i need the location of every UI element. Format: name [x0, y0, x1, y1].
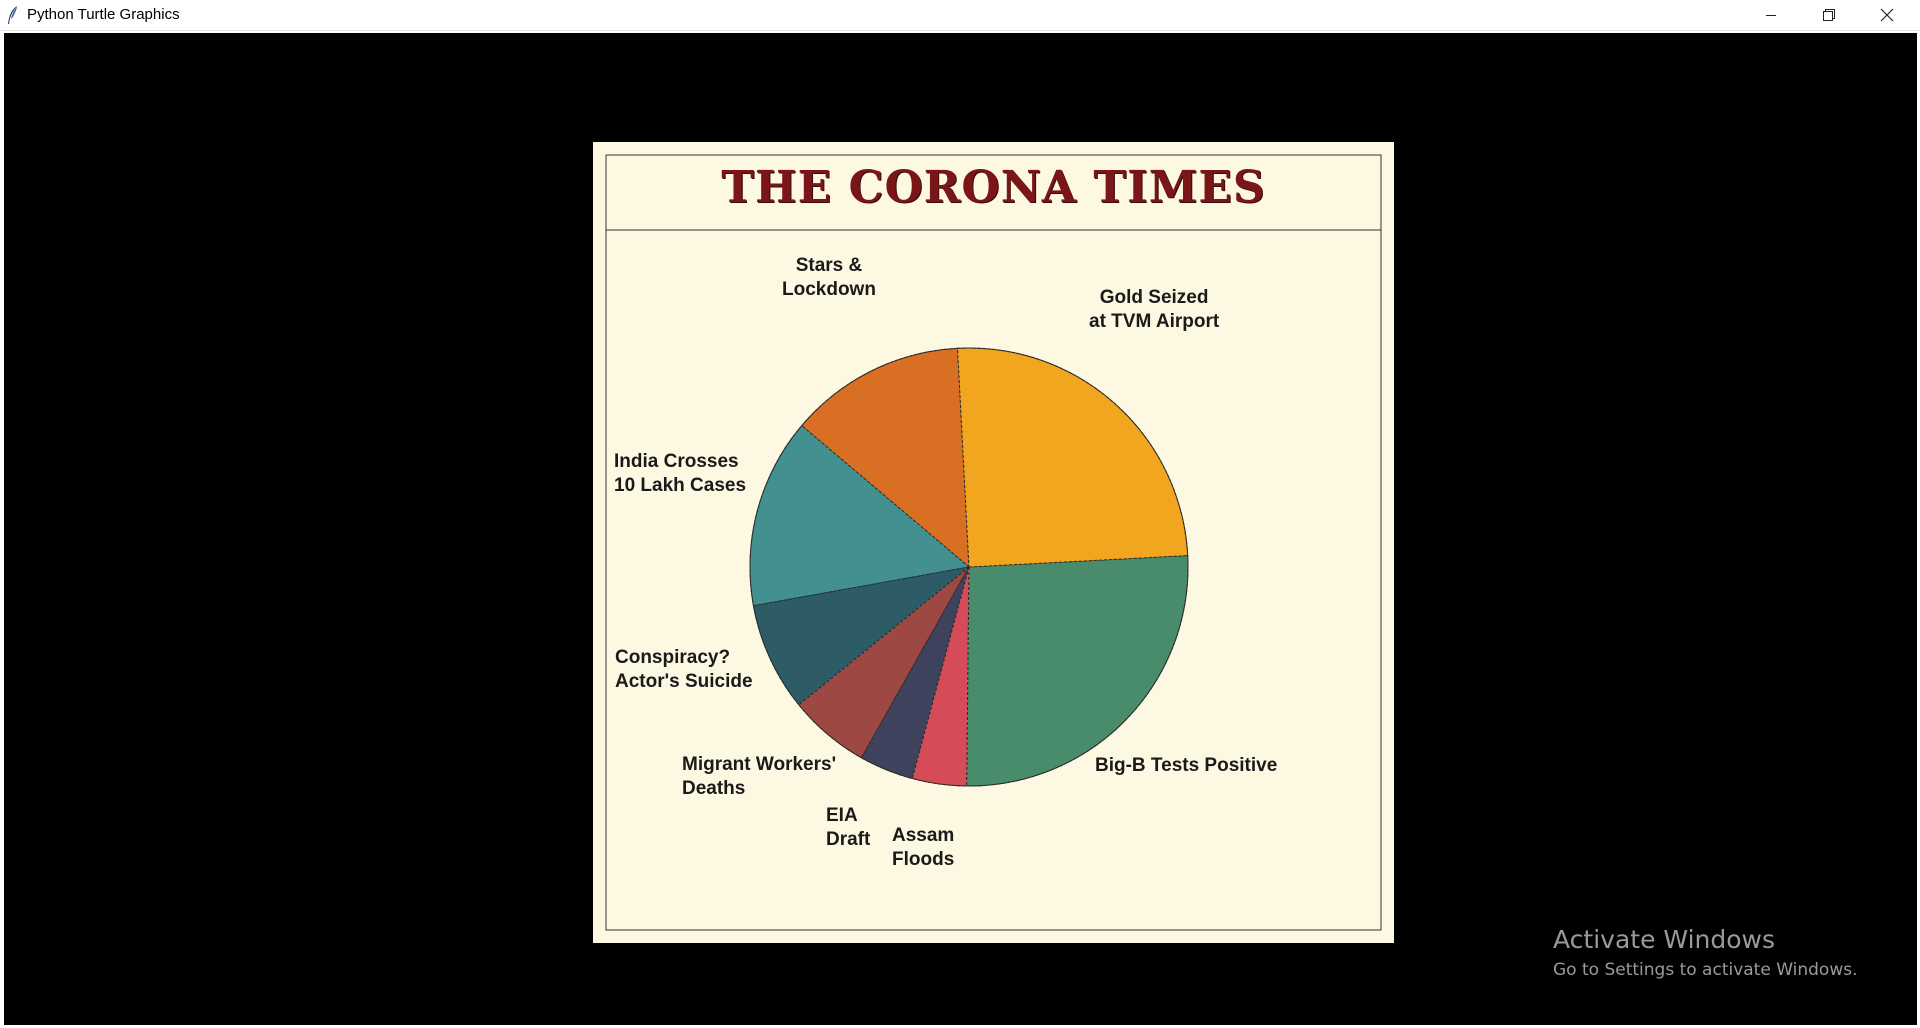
pie-label-line: Conspiracy? [615, 647, 731, 668]
newspaper-page: THE CORONA TIMES Stars & Lockdown India Cr… [593, 142, 1394, 943]
pie-label-line: Lockdown [782, 279, 876, 300]
pie-label-line: 10 Lakh Cases [614, 475, 747, 496]
pie-outline [749, 347, 1189, 787]
pie-label-3: Conspiracy? Actor's Suicide [615, 646, 753, 694]
pie-label-line: Assam [892, 825, 955, 846]
pie-label-line: EIA [826, 805, 858, 826]
close-button[interactable] [1858, 0, 1916, 30]
pie-label-5: EIA Draft [826, 804, 870, 852]
pie-label-7: Big-B Tests Positive [1095, 754, 1277, 778]
pie-label-line: Big-B Tests Positive [1095, 755, 1278, 776]
newspaper-frame [605, 154, 1382, 931]
pie-label-line: at TVM Airport [1089, 311, 1220, 332]
pie-label-line: Actor's Suicide [615, 671, 753, 692]
pie-slice-8 [957, 347, 1189, 568]
masthead-title: THE CORONA TIMES [721, 162, 1266, 213]
pie-label-6: Assam Floods [892, 824, 954, 872]
pie-label-line: India Crosses [614, 451, 739, 472]
activate-windows-watermark: Activate Windows Go to Settings to activ… [1553, 925, 1858, 980]
pie-label-line: Draft [826, 829, 871, 850]
minimize-button[interactable] [1742, 0, 1800, 30]
pie-label-1: Stars & Lockdown [782, 254, 876, 302]
news-pie-chart [749, 347, 1189, 787]
watermark-subtitle: Go to Settings to activate Windows. [1553, 960, 1858, 980]
pie-label-2: India Crosses 10 Lakh Cases [614, 450, 746, 498]
watermark-title: Activate Windows [1553, 925, 1775, 954]
window-title: Python Turtle Graphics [27, 6, 180, 23]
minimize-icon [1766, 15, 1776, 16]
pie-label-line: Stars & [795, 255, 863, 276]
pie-slice-7 [966, 555, 1189, 787]
turtle-canvas[interactable]: THE CORONA TIMES Stars & Lockdown India Cr… [4, 33, 1917, 1025]
pie-label-line: Gold Seized [1099, 287, 1209, 308]
title-bar: Python Turtle Graphics [0, 0, 1920, 31]
feather-icon [8, 6, 17, 24]
pie-label-line: Floods [892, 849, 955, 870]
restore-button[interactable] [1800, 0, 1858, 30]
close-icon [1880, 8, 1894, 22]
pie-label-line: Deaths [682, 778, 746, 799]
restore-icon [1823, 9, 1835, 21]
pie-label-8: Gold Seized at TVM Airport [1089, 286, 1219, 334]
pie-label-4: Migrant Workers' Deaths [682, 753, 836, 801]
pie-label-line: Migrant Workers' [682, 754, 837, 775]
